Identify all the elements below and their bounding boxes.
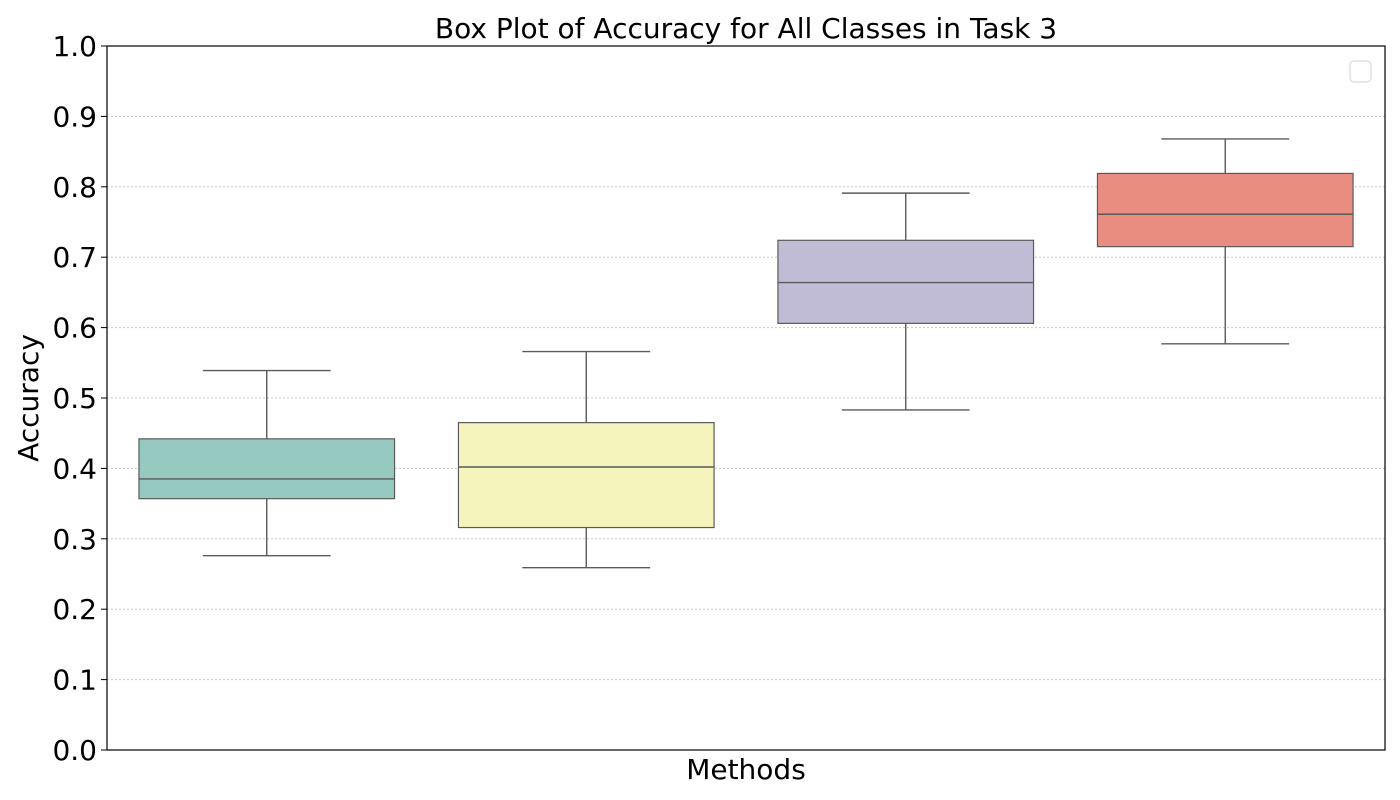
boxes-layer: [138, 138, 1354, 569]
box-3: [777, 192, 1035, 411]
y-tick-label: 0.6: [52, 312, 97, 345]
plot-frame: [106, 45, 1386, 751]
box-4: [1096, 138, 1354, 345]
y-axis-label: Accuracy: [12, 334, 45, 462]
y-tick-label: 0.3: [52, 523, 97, 556]
y-tick-label: 1.0: [52, 30, 97, 63]
y-axis-ticks: 0.0 0.1 0.2 0.3 0.4 0.5 0.6 0.7 0.8 0.9 1.0: [52, 30, 107, 767]
y-tick-label: 0.4: [52, 452, 97, 485]
y-tick-label: 0.7: [52, 241, 97, 274]
iqr-box: [1096, 172, 1354, 248]
y-tick-label: 0.9: [52, 100, 97, 133]
box-1: [138, 369, 396, 557]
iqr-box: [777, 239, 1035, 324]
y-tick-label: 0.8: [52, 171, 97, 204]
box-2: [457, 350, 715, 569]
y-tick-label: 0.1: [52, 664, 97, 697]
legend-box: [1349, 60, 1372, 83]
y-tick-label: 0.0: [52, 734, 97, 767]
chart-title: Box Plot of Accuracy for All Classes in …: [435, 12, 1057, 45]
iqr-box: [138, 438, 396, 500]
y-tick-label: 0.2: [52, 593, 97, 626]
y-tick-label: 0.5: [52, 382, 97, 415]
iqr-box: [457, 422, 715, 529]
x-axis-label: Methods: [686, 753, 806, 786]
